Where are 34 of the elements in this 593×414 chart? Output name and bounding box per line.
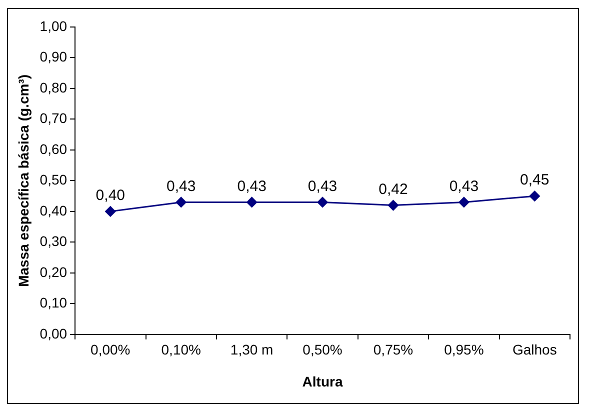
y-tick-label: 0,30 <box>40 233 68 250</box>
x-tick-label: 1,30 m <box>230 342 274 358</box>
data-label: 0,43 <box>449 178 479 195</box>
y-tick-label: 0,80 <box>40 79 68 96</box>
y-tick-label: 1,00 <box>40 18 68 34</box>
y-tick-label: 0,20 <box>40 264 68 280</box>
y-tick-label: 0,40 <box>40 202 68 218</box>
point <box>388 200 398 211</box>
data-label: 0,45 <box>520 172 550 189</box>
x-tick-label: Galhos <box>512 342 557 358</box>
x-axis-title: Altura <box>302 373 343 390</box>
y-tick-label: 0,90 <box>40 48 68 65</box>
y-axis-title: Massa específica básica (g.cm³) <box>15 74 32 287</box>
data-label: 0,43 <box>308 178 338 195</box>
y-tick-label: 0,60 <box>40 140 68 157</box>
data-label: 0,43 <box>237 178 266 195</box>
x-tick-label: 0,75% <box>373 342 414 358</box>
x-tick-label: 0,50% <box>302 342 342 358</box>
point <box>105 206 116 217</box>
x-tick-label: 0,00% <box>90 342 130 358</box>
y-tick-label: 0,50 <box>40 172 68 188</box>
y-tick-label: 0,00 <box>40 325 68 342</box>
data-label: 0,43 <box>166 178 196 195</box>
data-label: 0,42 <box>378 180 408 198</box>
point <box>317 196 328 208</box>
point <box>246 196 258 208</box>
point <box>176 196 186 208</box>
point <box>458 196 470 208</box>
point <box>529 190 540 202</box>
y-tick-label: 0,70 <box>40 110 68 126</box>
y-tick-label: 0,10 <box>40 294 68 311</box>
x-tick-label: 0,95% <box>444 342 484 358</box>
x-tick-label: 0,10% <box>161 342 201 358</box>
data-label: 0,40 <box>96 187 126 204</box>
